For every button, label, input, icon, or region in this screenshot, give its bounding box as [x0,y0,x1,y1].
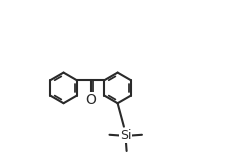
Text: Si: Si [119,129,131,142]
Text: O: O [85,93,96,107]
